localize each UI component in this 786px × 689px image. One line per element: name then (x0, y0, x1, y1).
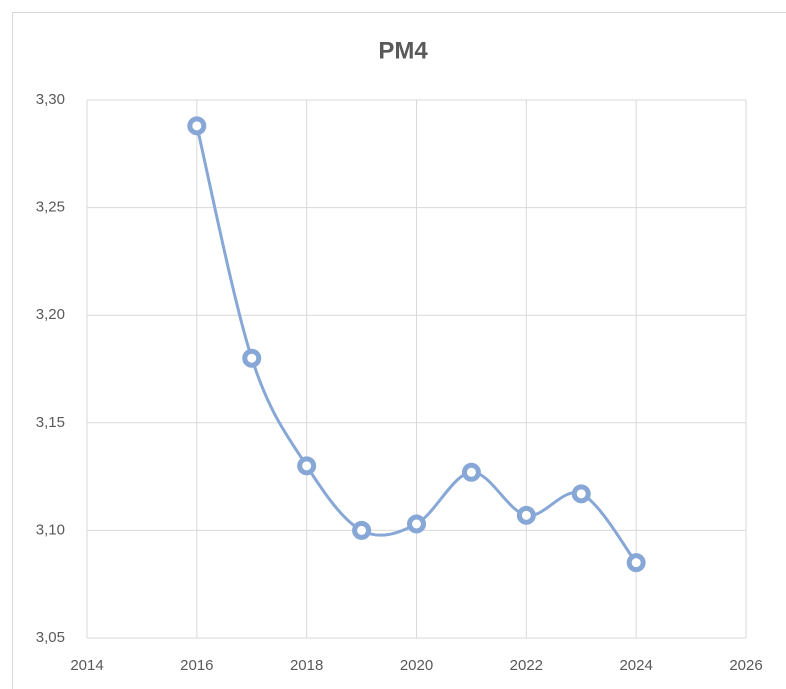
x-tick-label: 2022 (510, 657, 543, 674)
chart-frame (12, 12, 786, 689)
x-tick-label: 2024 (619, 657, 652, 674)
y-tick-label: 3,30 (36, 91, 65, 108)
y-tick-label: 3,20 (36, 306, 65, 323)
y-tick-label: 3,10 (36, 521, 65, 538)
data-point (516, 505, 536, 525)
data-point (297, 456, 317, 476)
data-point (571, 484, 591, 504)
data-point (187, 116, 207, 136)
data-point (352, 520, 372, 540)
y-tick-label: 3,05 (36, 629, 65, 646)
data-point (242, 348, 262, 368)
chart-title: PM4 (378, 37, 428, 64)
data-point (626, 553, 646, 573)
data-point (407, 514, 426, 534)
x-tick-label: 2026 (729, 657, 762, 674)
y-tick-label: 3,15 (36, 414, 65, 431)
x-tick-label: 2020 (400, 657, 433, 674)
y-tick-label: 3,25 (36, 199, 65, 216)
data-point (461, 462, 481, 482)
x-tick-label: 2014 (70, 657, 103, 674)
x-tick-label: 2018 (290, 657, 323, 674)
x-tick-label: 2016 (180, 657, 213, 674)
